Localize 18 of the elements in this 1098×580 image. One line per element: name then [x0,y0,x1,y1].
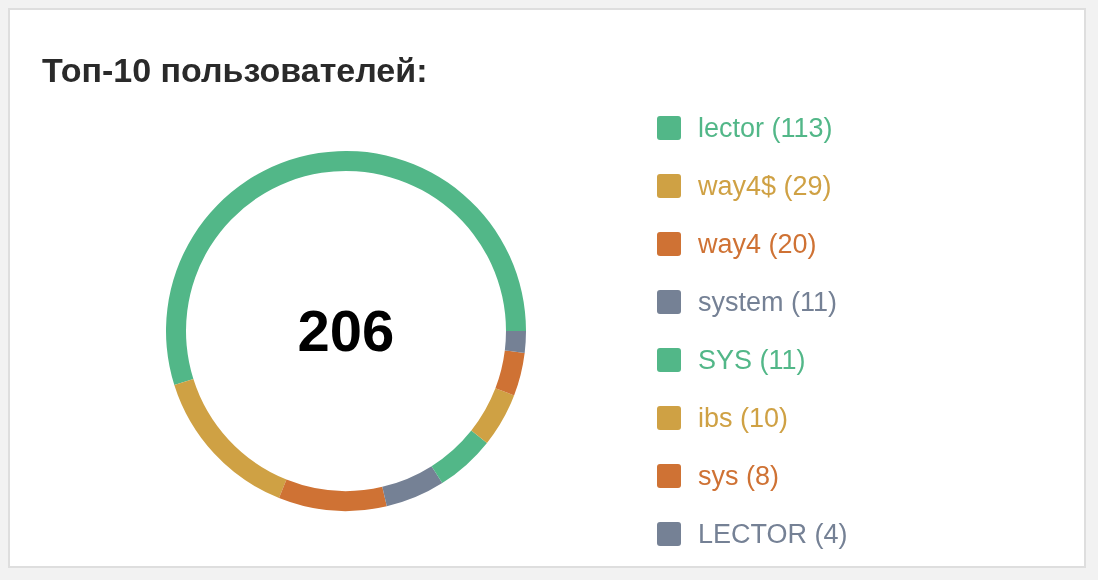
chart-title: Топ-10 пользователей: [42,51,428,89]
legend-label: way4$ (29) [697,171,832,201]
donut-slice [471,388,515,443]
donut-slice [495,350,525,396]
legend-label: LECTOR (4) [698,519,848,549]
donut-slice [382,466,443,507]
legend-label: way4 (20) [697,229,817,259]
legend-label: ibs (10) [698,403,789,433]
legend-label: system (11) [698,287,838,317]
donut-slice [431,430,487,484]
legend-label: lector (113) [698,113,833,143]
legend-label: sys (8) [698,461,779,491]
donut-slice [504,331,526,353]
donut-slice [279,479,387,511]
legend-label: SYS (11) [698,345,806,375]
text: 206 [297,298,395,363]
donut-slice [166,151,526,386]
donut-slice [174,379,287,499]
